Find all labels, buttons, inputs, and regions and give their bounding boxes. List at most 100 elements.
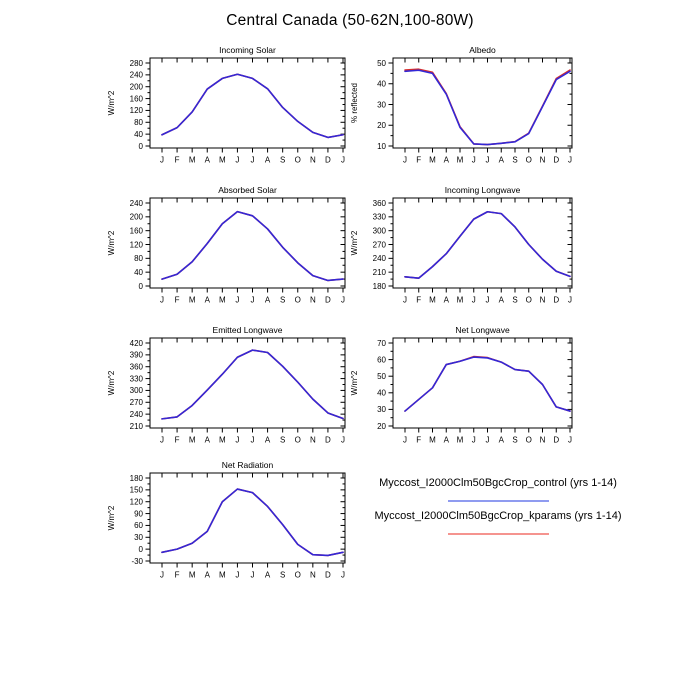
- series-control-line: [161, 349, 344, 420]
- series-kparams-line: [161, 488, 344, 557]
- panel-net-radiation: -30 0 30 60 90 120 150 180 J F M A M J J A S O N D J Net Radi…: [88, 455, 363, 591]
- x-tick-label: J: [403, 436, 407, 445]
- x-tick-label: A: [444, 156, 450, 165]
- y-tick-label: 240: [373, 254, 387, 263]
- panel-title: Net Longwave: [455, 325, 510, 335]
- y-tick-label: 210: [130, 422, 144, 431]
- y-axis-label: % reflected: [350, 83, 359, 123]
- x-tick-label: D: [325, 296, 331, 305]
- y-tick-label: 240: [130, 199, 144, 208]
- legend-line-control: [447, 500, 549, 502]
- x-tick-label: N: [310, 571, 316, 580]
- x-tick-label: J: [472, 436, 476, 445]
- x-tick-label: M: [189, 296, 196, 305]
- x-tick-label: S: [512, 296, 517, 305]
- y-tick-label: 120: [130, 106, 144, 115]
- x-tick-label: M: [219, 571, 226, 580]
- x-tick-label: M: [189, 571, 196, 580]
- x-tick-label: J: [251, 436, 255, 445]
- legend-label-control: Myccost_I2000Clm50BgcCrop_control (yrs 1…: [379, 477, 617, 489]
- x-tick-label: J: [486, 296, 490, 305]
- y-tick-label: 300: [373, 226, 387, 235]
- panel-incoming-solar: 0 40 80 120 160 200 240 280 J F M A M J J A S O N D J Incomin…: [88, 40, 363, 176]
- y-tick-label: 60: [134, 521, 143, 530]
- x-tick-label: N: [310, 436, 316, 445]
- x-tick-label: M: [219, 436, 226, 445]
- series-kparams-line: [161, 210, 344, 282]
- legend-line-kparams: [447, 533, 549, 535]
- y-axis-label: W/m^2: [107, 370, 116, 395]
- x-tick-label: M: [457, 156, 464, 165]
- y-tick-label: 280: [130, 59, 144, 68]
- plot-frame: [149, 197, 346, 289]
- y-tick-label: 20: [377, 121, 386, 130]
- series-kparams-line: [404, 355, 571, 412]
- legend-label-kparams: Myccost_I2000Clm50BgcCrop_kparams (yrs 1…: [374, 510, 622, 522]
- y-tick-label: 270: [130, 398, 144, 407]
- x-tick-label: M: [457, 296, 464, 305]
- y-tick-label: 0: [139, 282, 144, 291]
- x-tick-label: D: [325, 571, 331, 580]
- y-tick-label: 150: [130, 486, 144, 495]
- y-tick-label: 80: [134, 118, 143, 127]
- x-tick-label: J: [251, 296, 255, 305]
- series-kparams-line: [161, 73, 344, 139]
- y-axis-label: W/m^2: [350, 230, 359, 255]
- x-tick-label: F: [175, 156, 180, 165]
- x-tick-label: A: [205, 156, 211, 165]
- y-tick-label: 360: [130, 363, 144, 372]
- x-tick-label: D: [553, 156, 559, 165]
- x-tick-label: J: [568, 296, 572, 305]
- x-tick-label: N: [310, 156, 316, 165]
- x-tick-label: F: [175, 296, 180, 305]
- x-tick-label: J: [341, 296, 345, 305]
- panel-title: Incoming Solar: [219, 45, 276, 55]
- x-tick-label: M: [219, 296, 226, 305]
- y-tick-label: 40: [134, 130, 143, 139]
- x-tick-label: A: [205, 571, 211, 580]
- series-control-line: [404, 356, 571, 412]
- y-tick-label: 80: [134, 254, 143, 263]
- y-tick-label: 40: [377, 80, 386, 89]
- x-tick-label: J: [403, 156, 407, 165]
- x-tick-label: F: [175, 436, 180, 445]
- y-tick-label: 160: [130, 94, 144, 103]
- x-tick-label: J: [235, 156, 239, 165]
- series-kparams-line: [404, 68, 571, 146]
- x-tick-label: A: [265, 571, 271, 580]
- x-tick-label: O: [295, 296, 301, 305]
- x-tick-label: J: [160, 156, 164, 165]
- y-tick-label: 180: [130, 474, 144, 483]
- panel-emitted-longwave: 210 240 270 300 330 360 390 420 J F M A M J J A S O N D J Emi…: [88, 320, 363, 456]
- y-tick-label: 330: [373, 213, 387, 222]
- panel-title: Albedo: [469, 45, 496, 55]
- panel-albedo: 10 20 30 40 50 J F M A M J J A S O N D J Albedo% reflected: [331, 40, 590, 176]
- y-tick-label: 240: [130, 71, 144, 80]
- y-tick-label: 30: [377, 405, 386, 414]
- y-tick-label: 420: [130, 339, 144, 348]
- y-tick-label: 50: [377, 59, 386, 68]
- x-tick-label: A: [205, 296, 211, 305]
- page-title: Central Canada (50-62N,100-80W): [226, 12, 474, 29]
- x-tick-label: M: [429, 296, 436, 305]
- x-tick-label: S: [280, 296, 285, 305]
- y-tick-label: 360: [373, 199, 387, 208]
- y-tick-label: 120: [130, 240, 144, 249]
- y-tick-label: 210: [373, 268, 387, 277]
- x-tick-label: N: [540, 156, 546, 165]
- y-axis-label: W/m^2: [107, 505, 116, 530]
- plot-frame: [392, 337, 573, 429]
- x-tick-label: J: [160, 571, 164, 580]
- x-tick-label: J: [341, 571, 345, 580]
- y-tick-label: 330: [130, 374, 144, 383]
- y-tick-label: 30: [134, 533, 143, 542]
- panel-absorbed-solar: 0 40 80 120 160 200 240 J F M A M J J A S O N D J Absorbed S…: [88, 180, 363, 316]
- x-tick-label: M: [429, 156, 436, 165]
- y-tick-label: 0: [139, 545, 144, 554]
- panel-net-longwave: 20 30 40 50 60 70 J F M A M J J A S O N D J Net Longwave W/m…: [331, 320, 590, 456]
